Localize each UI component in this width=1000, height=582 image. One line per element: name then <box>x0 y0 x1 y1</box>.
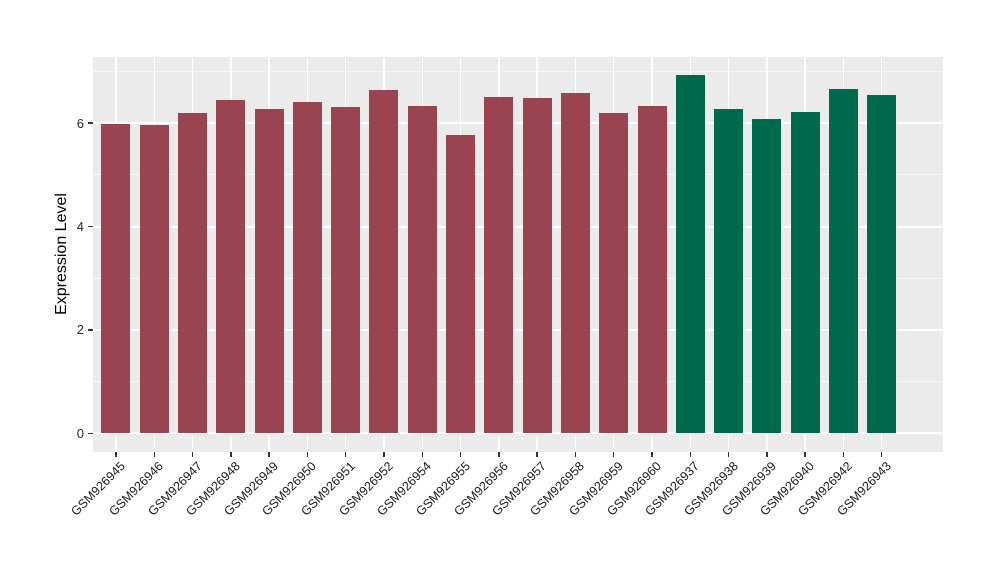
gridline-minor <box>93 381 943 383</box>
gridline-major <box>93 432 943 435</box>
y-tick-mark <box>88 122 93 124</box>
bar <box>599 112 629 434</box>
bar <box>369 90 399 434</box>
bar <box>867 95 897 434</box>
y-tick-mark <box>88 329 93 331</box>
x-tick-mark <box>268 452 270 457</box>
x-tick-mark <box>230 452 232 457</box>
bar <box>139 124 169 434</box>
x-tick-mark <box>459 452 462 457</box>
x-tick-mark <box>191 452 194 457</box>
bar <box>216 99 246 434</box>
x-tick-mark <box>651 452 653 457</box>
bar <box>522 97 552 434</box>
bar <box>101 124 131 434</box>
bar <box>178 112 208 434</box>
bar <box>828 88 858 434</box>
x-tick-mark <box>804 452 806 457</box>
y-tick-label: 2 <box>76 322 84 338</box>
bar <box>714 108 744 434</box>
x-tick-mark <box>766 452 768 457</box>
gridline-major <box>93 328 943 331</box>
y-tick-label: 6 <box>76 115 84 131</box>
gridline-minor <box>93 174 943 176</box>
y-tick-mark <box>88 432 93 435</box>
x-tick-mark <box>880 452 883 457</box>
gridline-minor <box>93 277 943 279</box>
bar <box>752 118 782 434</box>
x-tick-mark <box>344 452 347 457</box>
x-tick-mark <box>574 452 577 457</box>
y-tick-label: 0 <box>76 425 84 441</box>
bar <box>407 106 437 434</box>
bar <box>637 106 667 434</box>
y-tick-label: 4 <box>76 219 84 235</box>
x-tick-mark <box>689 452 692 457</box>
x-tick-mark <box>153 452 155 457</box>
x-tick-mark <box>842 452 845 457</box>
bar <box>675 75 705 434</box>
bar <box>292 102 322 434</box>
x-tick-mark <box>115 452 117 457</box>
x-tick-mark <box>727 452 730 457</box>
bar <box>484 96 514 434</box>
bar <box>790 111 820 434</box>
gridline-major <box>93 122 943 125</box>
gridline-major <box>93 225 943 228</box>
x-tick-mark <box>612 452 615 457</box>
bar <box>560 92 590 434</box>
x-tick-mark <box>498 452 500 457</box>
x-tick-mark <box>421 452 424 457</box>
plot-panel <box>93 57 943 452</box>
x-tick-mark <box>383 452 385 457</box>
x-tick-mark <box>536 452 538 457</box>
bar <box>331 107 361 434</box>
gridline-minor <box>93 70 943 72</box>
bar <box>254 109 284 434</box>
y-tick-mark <box>88 225 93 228</box>
y-axis-title: Expression Level <box>53 193 70 315</box>
bar <box>446 135 476 434</box>
x-tick-mark <box>306 452 309 457</box>
